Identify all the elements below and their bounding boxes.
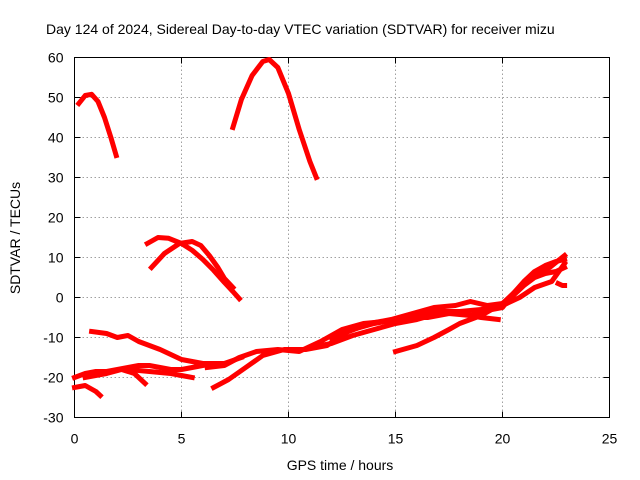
series-arc-4 xyxy=(147,239,237,292)
series-arc-10 xyxy=(204,256,568,371)
series-group xyxy=(71,57,569,400)
y-tick-label: -30 xyxy=(43,410,63,426)
x-tick-label: 20 xyxy=(495,431,511,447)
x-tick-label: 0 xyxy=(71,431,79,447)
x-axis-ticks: 0 5 10 15 20 25 xyxy=(71,57,618,447)
series-arc-7 xyxy=(71,383,104,400)
y-tick-label: 0 xyxy=(56,290,64,306)
y-tick-label: 40 xyxy=(48,130,64,146)
series-arc-12 xyxy=(306,311,501,351)
series-arc-9 xyxy=(125,366,196,381)
x-tick-label: 10 xyxy=(281,431,297,447)
y-axis-label: SDTVAR / TECUs xyxy=(7,182,23,294)
x-tick-label: 5 xyxy=(178,431,186,447)
series-arc-5 xyxy=(88,328,245,366)
series-arc-14 xyxy=(328,260,569,341)
y-tick-label: 30 xyxy=(48,170,64,186)
y-tick-label: 60 xyxy=(48,50,64,66)
y-tick-label: -10 xyxy=(43,330,63,346)
series-arc-2 xyxy=(229,57,320,181)
series-arc-8 xyxy=(82,367,149,388)
series-arc-3 xyxy=(143,235,243,303)
series-arc-6 xyxy=(71,362,206,381)
y-tick-label: 20 xyxy=(48,210,64,226)
y-axis-ticks: -30 -20 -10 0 10 20 30 40 50 60 xyxy=(43,50,610,426)
plot-frame xyxy=(74,57,610,418)
x-tick-label: 15 xyxy=(388,431,404,447)
series-arc-1 xyxy=(75,91,120,159)
x-tick-label: 25 xyxy=(602,431,618,447)
series-arc-15 xyxy=(554,280,568,288)
x-axis-label: GPS time / hours xyxy=(287,457,394,473)
y-tick-label: 50 xyxy=(48,90,64,106)
y-tick-label: -20 xyxy=(43,370,63,386)
chart-title: Day 124 of 2024, Sidereal Day-to-day VTE… xyxy=(46,21,555,37)
y-tick-label: 10 xyxy=(48,250,64,266)
